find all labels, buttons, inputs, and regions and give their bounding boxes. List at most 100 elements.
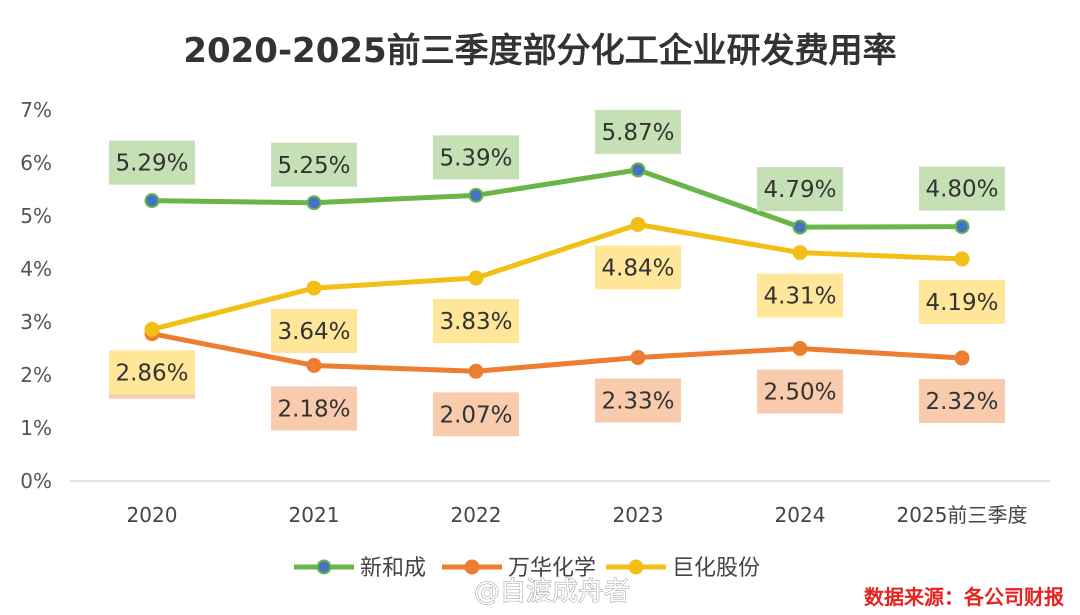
data-label-box bbox=[433, 299, 519, 344]
data-label-text: 4.79% bbox=[763, 177, 836, 203]
data-label-2: 3.64% bbox=[271, 309, 357, 354]
y-tick-label: 6% bbox=[20, 151, 52, 175]
legend-marker bbox=[316, 559, 332, 575]
series-line-2 bbox=[151, 221, 963, 332]
x-tick-label: 2023 bbox=[613, 503, 664, 527]
data-label-text: 2.32% bbox=[925, 389, 998, 415]
legend-label: 巨化股份 bbox=[672, 556, 760, 581]
y-tick-label: 1% bbox=[20, 416, 52, 440]
data-point-2 bbox=[468, 270, 484, 286]
y-tick-label: 4% bbox=[20, 257, 52, 281]
data-point-0 bbox=[306, 195, 322, 211]
data-label-text: 2.18% bbox=[277, 396, 350, 422]
data-point-1 bbox=[792, 341, 808, 356]
data-point-1 bbox=[468, 363, 484, 379]
data-source: 数据来源：各公司财报 bbox=[864, 585, 1064, 609]
y-tick-label: 3% bbox=[20, 310, 52, 334]
data-label-text: 3.64% bbox=[277, 319, 350, 345]
legend-marker bbox=[464, 559, 480, 575]
data-point-1 bbox=[630, 350, 646, 366]
y-tick-label: 5% bbox=[20, 204, 52, 228]
data-label-0: 5.25% bbox=[271, 142, 357, 187]
legend-label: 万华化学 bbox=[508, 556, 596, 581]
legend-item-1: 万华化学 bbox=[442, 556, 596, 581]
data-point-2 bbox=[954, 251, 970, 267]
series-line-1 bbox=[151, 331, 963, 374]
y-tick-label: 0% bbox=[20, 469, 52, 493]
data-label-2: 4.31% bbox=[757, 273, 843, 318]
data-point-0 bbox=[954, 219, 970, 235]
data-point-1 bbox=[306, 357, 322, 373]
data-point-0 bbox=[630, 162, 646, 178]
data-point-1 bbox=[954, 350, 970, 366]
data-label-text: 2.33% bbox=[601, 389, 674, 415]
data-label-box bbox=[109, 350, 195, 395]
chart-title: 2020-2025前三季度部分化工企业研发费用率 bbox=[183, 31, 896, 71]
data-label-text: 3.83% bbox=[439, 309, 512, 335]
data-label-2: 2.86% bbox=[109, 350, 195, 395]
data-label-box bbox=[919, 166, 1005, 211]
data-label-text: 4.31% bbox=[763, 284, 836, 310]
data-label-1: 2.32% bbox=[919, 379, 1005, 424]
data-label-box bbox=[919, 379, 1005, 424]
data-point-0 bbox=[468, 187, 484, 203]
data-label-box bbox=[595, 245, 681, 290]
data-label-0: 5.39% bbox=[433, 135, 519, 180]
y-axis-ticks: 0% 1% 2% 3% 4% 5% 6% 7% bbox=[20, 98, 52, 493]
series-line-0 bbox=[151, 167, 963, 230]
data-labels: 5.29%5.25%5.39%5.87%4.79%4.80%2.78%2.18%… bbox=[109, 109, 1005, 437]
data-label-box bbox=[919, 279, 1005, 324]
data-label-text: 2.50% bbox=[763, 380, 836, 406]
data-label-box bbox=[271, 386, 357, 431]
legend-marker bbox=[628, 559, 644, 575]
data-label-box bbox=[433, 135, 519, 180]
data-label-box bbox=[109, 140, 195, 185]
legend-label: 新和成 bbox=[360, 556, 426, 581]
data-label-0: 5.87% bbox=[595, 109, 681, 154]
data-point-2 bbox=[144, 321, 160, 337]
data-label-box bbox=[271, 309, 357, 354]
y-tick-label: 7% bbox=[20, 98, 52, 122]
data-label-text: 5.29% bbox=[115, 151, 188, 177]
watermark: @自渡成舟者 bbox=[474, 577, 630, 607]
x-tick-label: 2021 bbox=[289, 503, 340, 527]
data-label-0: 4.80% bbox=[919, 166, 1005, 211]
legend-item-0: 新和成 bbox=[294, 556, 426, 581]
data-label-text: 2.86% bbox=[115, 360, 188, 386]
series-lines bbox=[151, 167, 963, 374]
data-label-text: 2.07% bbox=[439, 402, 512, 428]
data-label-1: 2.18% bbox=[271, 386, 357, 431]
data-label-1: 2.50% bbox=[757, 369, 843, 414]
x-tick-label: 2024 bbox=[775, 503, 826, 527]
data-point-0 bbox=[144, 193, 160, 209]
data-label-box bbox=[757, 167, 843, 212]
data-label-box bbox=[595, 109, 681, 154]
data-label-box bbox=[595, 378, 681, 423]
data-point-2 bbox=[306, 280, 322, 296]
data-label-0: 5.29% bbox=[109, 140, 195, 185]
data-label-box bbox=[757, 369, 843, 414]
data-label-2: 4.84% bbox=[595, 245, 681, 290]
data-label-2: 4.19% bbox=[919, 279, 1005, 324]
data-point-2 bbox=[630, 216, 646, 232]
data-label-text: 5.87% bbox=[601, 120, 674, 146]
data-label-text: 5.39% bbox=[439, 145, 512, 171]
data-label-text: 4.19% bbox=[925, 290, 998, 316]
series-points bbox=[144, 162, 970, 379]
data-label-text: 4.84% bbox=[601, 255, 674, 281]
data-label-box bbox=[757, 273, 843, 318]
data-label-text: 4.80% bbox=[925, 177, 998, 203]
x-axis-ticks: 2020 2021 2022 2023 2024 2025前三季度 bbox=[127, 503, 1028, 527]
x-tick-label: 2020 bbox=[127, 503, 178, 527]
data-label-2: 3.83% bbox=[433, 299, 519, 344]
legend: 新和成 万华化学 巨化股份 bbox=[294, 556, 760, 581]
data-label-box bbox=[433, 392, 519, 437]
data-point-0 bbox=[792, 219, 808, 235]
data-label-0: 4.79% bbox=[757, 167, 843, 212]
legend-item-2: 巨化股份 bbox=[606, 556, 760, 581]
data-point-2 bbox=[792, 245, 808, 261]
x-tick-label: 2025前三季度 bbox=[897, 503, 1028, 527]
data-label-1: 2.33% bbox=[595, 378, 681, 423]
data-label-text: 5.25% bbox=[277, 153, 350, 179]
